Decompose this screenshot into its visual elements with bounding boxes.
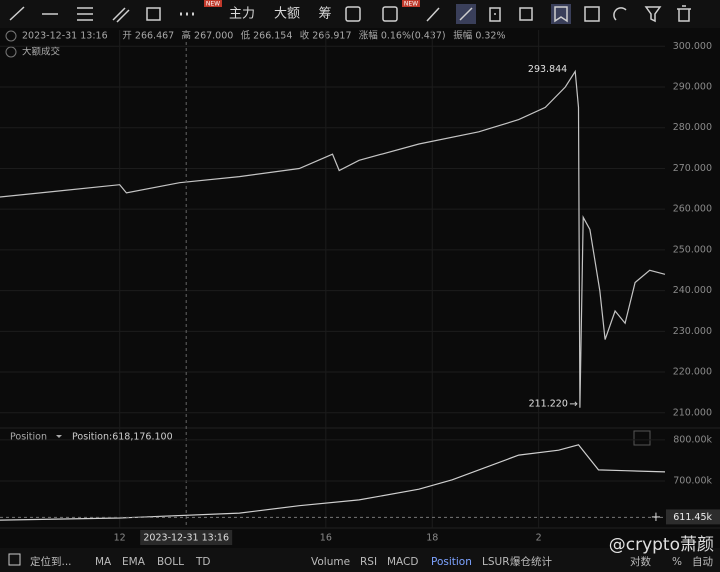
y-tick-label: 700.00k	[673, 475, 712, 486]
y-tick-label: 290.000	[673, 82, 712, 93]
y-tick-label: 260.000	[673, 204, 712, 215]
bottom-tab[interactable]: 自动	[692, 555, 713, 568]
collapse-icon[interactable]	[5, 46, 17, 58]
bottom-tab[interactable]: Position	[431, 556, 472, 568]
trend-line-tool[interactable]	[9, 6, 25, 21]
badge-bg	[402, 0, 420, 7]
lock-tool[interactable]	[489, 7, 501, 22]
bookmark-tool[interactable]	[554, 6, 568, 23]
tool-2[interactable]	[382, 6, 398, 22]
y-tick-label: 230.000	[673, 326, 712, 337]
collapse-icon[interactable]	[5, 30, 17, 42]
info-item: 涨幅 0.16%(0.437)	[359, 30, 446, 42]
max-label: 293.844	[528, 64, 567, 75]
last-value-bg	[666, 509, 720, 525]
legend-caret	[56, 435, 62, 438]
toolbar-item[interactable]: 大额	[274, 7, 300, 22]
info-item: 开 266.467	[122, 31, 174, 42]
price-line	[0, 69, 666, 408]
parallel-tool[interactable]	[77, 7, 93, 21]
bottom-tab[interactable]: Volume	[311, 556, 350, 568]
bottom-tab[interactable]: 爆仓统计	[510, 555, 552, 568]
plus-button[interactable]: +	[651, 510, 662, 525]
ruler-tool[interactable]	[459, 7, 473, 21]
x-tick-label: 18	[426, 533, 438, 544]
bottom-tab[interactable]: LSUR	[482, 556, 510, 568]
info-item: 2023-12-31 13:16	[22, 31, 108, 42]
magnet-tool[interactable]	[613, 7, 627, 21]
bottom-bar	[0, 548, 720, 572]
toolbar-item[interactable]: 主力	[229, 7, 255, 22]
min-label: 211.220	[529, 398, 568, 409]
bottom-tab[interactable]: BOLL	[157, 556, 184, 568]
y-tick-label: 210.000	[673, 407, 712, 418]
price-line	[0, 444, 666, 521]
y-tick-label: 280.000	[673, 122, 712, 133]
bottom-tab[interactable]: 对数	[630, 555, 651, 568]
erase-tool[interactable]	[519, 7, 533, 21]
min-arrow	[569, 401, 578, 407]
bottom-tab[interactable]: MA	[95, 556, 112, 568]
crosshair-label-bg	[140, 530, 233, 545]
channel-tool[interactable]	[112, 7, 130, 23]
bottom-tab[interactable]: MACD	[387, 556, 418, 568]
series-label: Position:618,176.100	[72, 432, 173, 443]
y-tick-label: 250.000	[673, 244, 712, 255]
edit-tool[interactable]	[345, 6, 361, 22]
toolbar-item[interactable]: 筹	[318, 6, 331, 22]
info-item: 振幅 0.32%	[453, 30, 505, 42]
calendar-icon	[8, 553, 21, 566]
x-tick-label: 2	[536, 533, 542, 544]
y-tick-label: 270.000	[673, 163, 712, 174]
crosshair-label: 2023-12-31 13:16	[143, 533, 229, 544]
filter-tool[interactable]	[644, 6, 662, 23]
pen-tool[interactable]	[426, 7, 440, 22]
y-tick-label: 300.000	[673, 41, 712, 52]
active-tool-2[interactable]	[551, 4, 571, 24]
badge-bg	[204, 0, 222, 7]
badge: NEW	[206, 1, 220, 8]
bottom-tab[interactable]: 定位到...	[30, 555, 72, 568]
toolbar-icons	[9, 4, 691, 24]
y-tick-label: 220.000	[673, 367, 712, 378]
last-value-label: 611.45k	[673, 512, 712, 523]
rect-tool[interactable]	[146, 7, 161, 21]
info-item: 低 266.154	[241, 30, 293, 42]
bottom-tab[interactable]: RSI	[360, 556, 377, 568]
indicator-label: 大额成交	[22, 46, 61, 58]
x-tick-label: 12	[114, 533, 126, 544]
watermark: @crypto萧颜	[609, 535, 714, 555]
x-tick-label: 16	[320, 533, 332, 544]
y-tick-label: 800.00k	[673, 434, 712, 445]
note-tool[interactable]	[584, 6, 600, 22]
panel-legend: Position	[10, 432, 47, 443]
info-item: 高 267.000	[182, 30, 234, 42]
badge: NEW	[404, 1, 418, 8]
delete-tool[interactable]	[677, 5, 691, 22]
bottom-tab[interactable]: %	[672, 556, 682, 568]
y-tick-label: 240.000	[673, 285, 712, 296]
bottom-tab[interactable]: EMA	[122, 556, 146, 568]
bottom-tab[interactable]: TD	[195, 556, 211, 568]
panel-button[interactable]	[633, 430, 651, 446]
